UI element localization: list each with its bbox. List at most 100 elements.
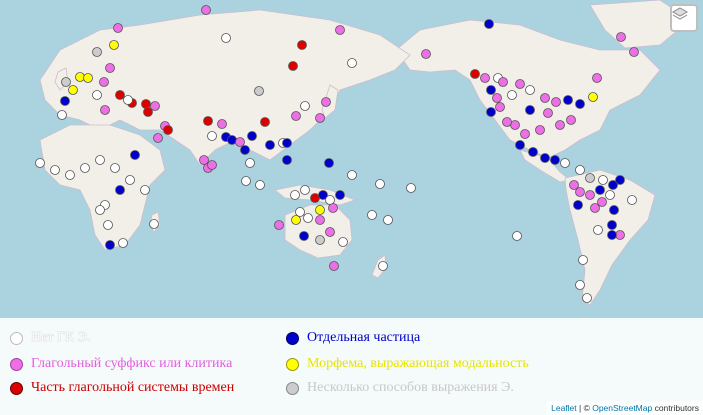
map-marker[interactable] [109, 40, 119, 50]
map-marker[interactable] [495, 102, 505, 112]
map-marker[interactable] [260, 117, 270, 127]
map-marker[interactable] [550, 155, 560, 165]
map-marker[interactable] [616, 32, 626, 42]
map-marker[interactable] [149, 219, 159, 229]
map-marker[interactable] [575, 99, 585, 109]
map-marker[interactable] [65, 170, 75, 180]
map-marker[interactable] [141, 99, 151, 109]
map-marker[interactable] [295, 207, 305, 217]
map-marker[interactable] [569, 180, 579, 190]
map-marker[interactable] [61, 77, 71, 87]
map-marker[interactable] [347, 58, 357, 68]
map-marker[interactable] [315, 235, 325, 245]
map-marker[interactable] [540, 93, 550, 103]
map-marker[interactable] [525, 85, 535, 95]
map-marker[interactable] [515, 79, 525, 89]
map-marker[interactable] [105, 240, 115, 250]
map-marker[interactable] [540, 153, 550, 163]
map-marker[interactable] [113, 23, 123, 33]
map-marker[interactable] [588, 92, 598, 102]
map-marker[interactable] [125, 175, 135, 185]
map-marker[interactable] [629, 47, 639, 57]
map-marker[interactable] [207, 160, 217, 170]
map-marker[interactable] [321, 97, 331, 107]
map-marker[interactable] [486, 107, 496, 117]
map-marker[interactable] [608, 180, 618, 190]
map-marker[interactable] [598, 175, 608, 185]
map-marker[interactable] [515, 140, 525, 150]
map-marker[interactable] [590, 203, 600, 213]
map-marker[interactable] [60, 96, 70, 106]
map-marker[interactable] [254, 86, 264, 96]
map-marker[interactable] [95, 205, 105, 215]
map-marker[interactable] [150, 101, 160, 111]
map-marker[interactable] [347, 170, 357, 180]
map-marker[interactable] [83, 73, 93, 83]
map-marker[interactable] [560, 158, 570, 168]
map-marker[interactable] [95, 155, 105, 165]
map-marker[interactable] [528, 147, 538, 157]
map-marker[interactable] [130, 150, 140, 160]
map-marker[interactable] [300, 185, 310, 195]
map-marker[interactable] [607, 220, 617, 230]
map-marker[interactable] [480, 73, 490, 83]
map-marker[interactable] [207, 131, 217, 141]
map-marker[interactable] [235, 137, 245, 147]
map-marker[interactable] [203, 116, 213, 126]
map-marker[interactable] [375, 179, 385, 189]
map-marker[interactable] [105, 63, 115, 73]
map-marker[interactable] [338, 237, 348, 247]
map-marker[interactable] [318, 190, 328, 200]
map-marker[interactable] [80, 163, 90, 173]
map-marker[interactable] [282, 155, 292, 165]
map-marker[interactable] [609, 205, 619, 215]
map-marker[interactable] [335, 25, 345, 35]
map-marker[interactable] [227, 135, 237, 145]
map-marker[interactable] [486, 85, 496, 95]
map-marker[interactable] [328, 203, 338, 213]
map-marker[interactable] [123, 95, 133, 105]
map-marker[interactable] [378, 261, 388, 271]
map-marker[interactable] [575, 280, 585, 290]
leaflet-link[interactable]: Leaflet [551, 403, 577, 413]
map-marker[interactable] [265, 140, 275, 150]
map-marker[interactable] [498, 77, 508, 87]
map-marker[interactable] [245, 158, 255, 168]
map-marker[interactable] [217, 119, 227, 129]
map-marker[interactable] [492, 93, 502, 103]
map-marker[interactable] [247, 131, 257, 141]
map-marker[interactable] [100, 105, 110, 115]
map-marker[interactable] [115, 185, 125, 195]
map-marker[interactable] [110, 163, 120, 173]
map-marker[interactable] [555, 120, 565, 130]
map-marker[interactable] [512, 231, 522, 241]
map-marker[interactable] [563, 95, 573, 105]
map-marker[interactable] [199, 155, 209, 165]
map-marker[interactable] [592, 73, 602, 83]
map-marker[interactable] [566, 115, 576, 125]
map-marker[interactable] [325, 227, 335, 237]
map-marker[interactable] [291, 111, 301, 121]
map-marker[interactable] [297, 40, 307, 50]
map-marker[interactable] [163, 125, 173, 135]
map-marker[interactable] [255, 180, 265, 190]
map-marker[interactable] [597, 197, 607, 207]
map-marker[interactable] [201, 5, 211, 15]
map-marker[interactable] [103, 220, 113, 230]
map-marker[interactable] [68, 85, 78, 95]
map-marker[interactable] [315, 205, 325, 215]
map-marker[interactable] [329, 261, 339, 271]
map-marker[interactable] [118, 238, 128, 248]
map-marker[interactable] [288, 61, 298, 71]
map-marker[interactable] [57, 110, 67, 120]
map-marker[interactable] [143, 107, 153, 117]
map-marker[interactable] [335, 190, 345, 200]
map-marker[interactable] [502, 117, 512, 127]
map-marker[interactable] [50, 165, 60, 175]
map-marker[interactable] [367, 210, 377, 220]
map-marker[interactable] [507, 90, 517, 100]
map-marker[interactable] [221, 33, 231, 43]
map-marker[interactable] [153, 133, 163, 143]
map-marker[interactable] [535, 125, 545, 135]
